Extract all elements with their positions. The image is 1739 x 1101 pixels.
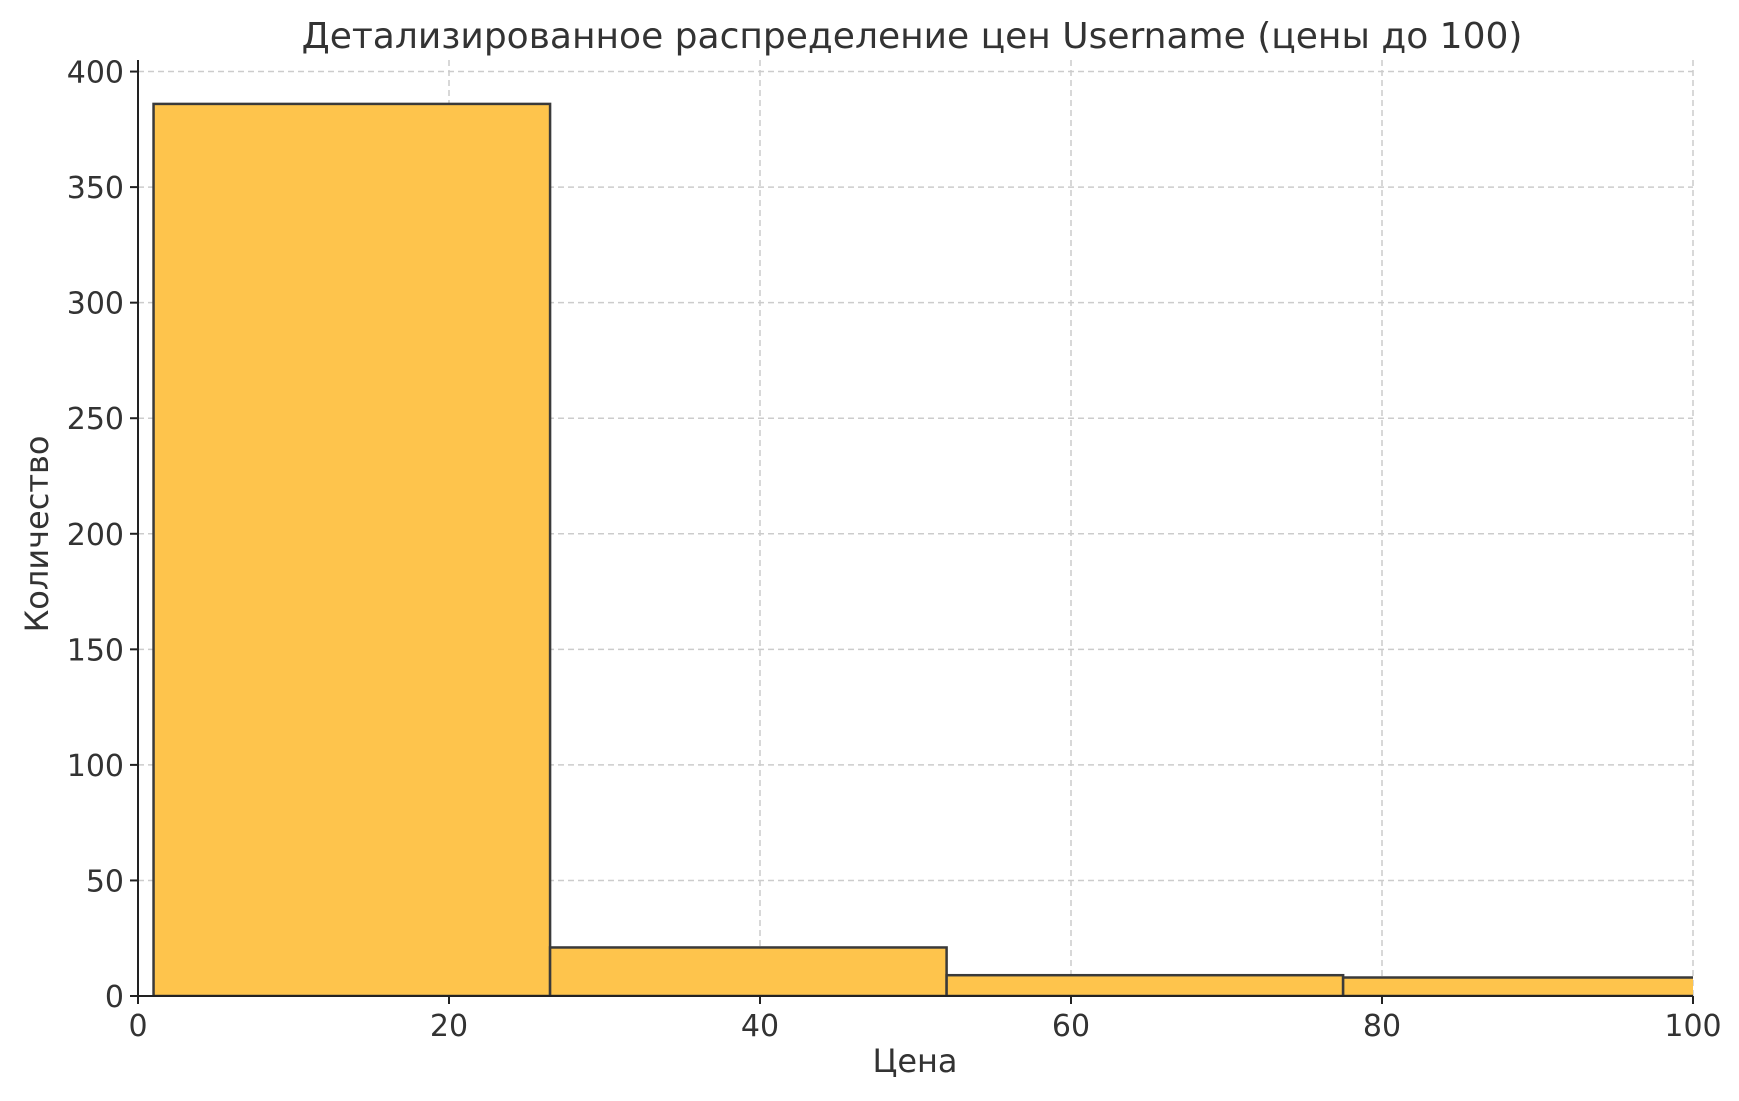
axes (130, 60, 1694, 1004)
histogram-bar-4 (1341, 976, 1693, 996)
histogram-bars (152, 102, 1693, 996)
y-tick-label: 100 (67, 749, 124, 784)
x-tick-label: 60 (1052, 1009, 1090, 1044)
tick-labels: 0 20 40 60 80 100 0 50 100 150 200 250 300 350 400 (67, 56, 1722, 1044)
y-tick-label: 250 (67, 402, 124, 437)
y-tick-label: 200 (67, 518, 124, 553)
y-tick-label: 350 (67, 171, 124, 206)
y-tick-label: 150 (67, 633, 124, 668)
histogram-bar-3 (945, 973, 1345, 996)
y-tick-label: 0 (105, 980, 124, 1015)
x-tick-label: 20 (430, 1009, 468, 1044)
x-tick-label: 80 (1363, 1009, 1401, 1044)
x-tick-label: 40 (741, 1009, 779, 1044)
histogram-bar-2 (548, 946, 948, 996)
y-tick-label: 50 (86, 864, 124, 899)
x-tick-label: 100 (1664, 1009, 1721, 1044)
x-axis-label: Цена (872, 1042, 957, 1080)
chart-title: Детализированное распределение цен Usern… (302, 16, 1523, 57)
y-axis-label: Количество (18, 436, 56, 633)
histogram-bar-1 (152, 102, 552, 996)
x-tick-label: 0 (128, 1009, 147, 1044)
y-tick-label: 300 (67, 287, 124, 322)
y-tick-label: 400 (67, 56, 124, 91)
